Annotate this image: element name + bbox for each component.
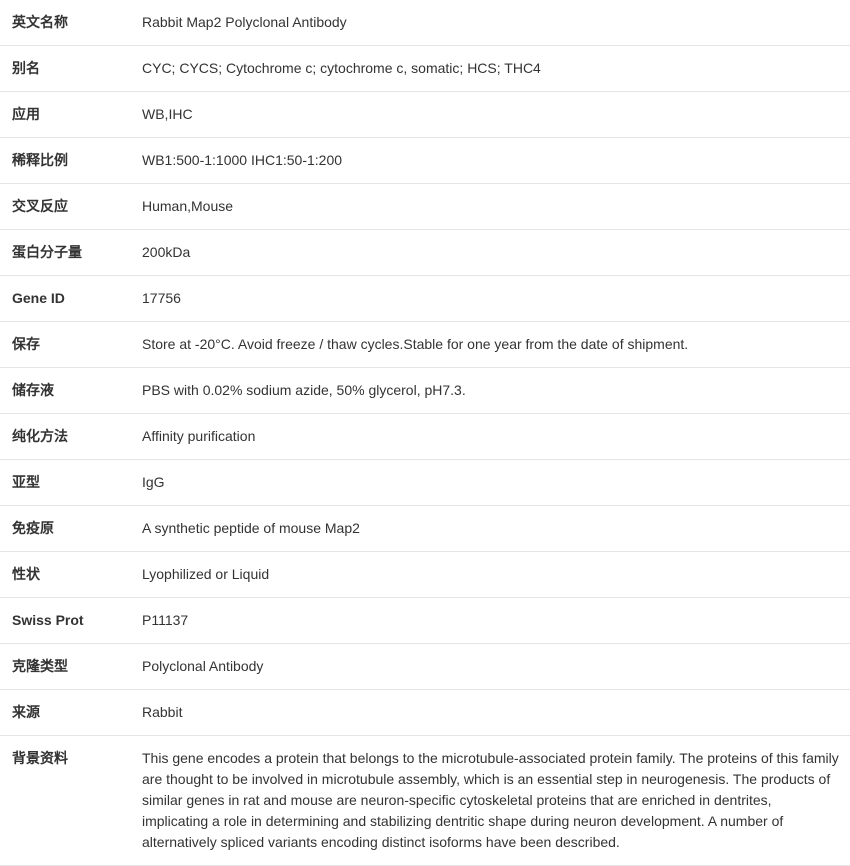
row-label: 英文名称 (0, 0, 130, 46)
row-value: Human,Mouse (130, 184, 850, 230)
row-value: Rabbit Map2 Polyclonal Antibody (130, 0, 850, 46)
row-value: Lyophilized or Liquid (130, 552, 850, 598)
row-value: Store at -20°C. Avoid freeze / thaw cycl… (130, 322, 850, 368)
row-value: WB1:500-1:1000 IHC1:50-1:200 (130, 138, 850, 184)
row-value: Affinity purification (130, 414, 850, 460)
table-row: 别名 CYC; CYCS; Cytochrome c; cytochrome c… (0, 46, 850, 92)
row-label: 免疫原 (0, 506, 130, 552)
table-row: 英文名称 Rabbit Map2 Polyclonal Antibody (0, 0, 850, 46)
row-value: This gene encodes a protein that belongs… (130, 736, 850, 866)
table-row: 来源 Rabbit (0, 690, 850, 736)
table-row: 纯化方法 Affinity purification (0, 414, 850, 460)
row-label: 性状 (0, 552, 130, 598)
row-value: A synthetic peptide of mouse Map2 (130, 506, 850, 552)
table-row: 保存 Store at -20°C. Avoid freeze / thaw c… (0, 322, 850, 368)
row-label: Swiss Prot (0, 598, 130, 644)
table-row: 背景资料 This gene encodes a protein that be… (0, 736, 850, 866)
row-value: Rabbit (130, 690, 850, 736)
row-value: Polyclonal Antibody (130, 644, 850, 690)
row-label: 纯化方法 (0, 414, 130, 460)
row-label: 来源 (0, 690, 130, 736)
table-row: 克隆类型 Polyclonal Antibody (0, 644, 850, 690)
row-label: Gene ID (0, 276, 130, 322)
row-value: CYC; CYCS; Cytochrome c; cytochrome c, s… (130, 46, 850, 92)
spec-table-body: 英文名称 Rabbit Map2 Polyclonal Antibody 别名 … (0, 0, 850, 866)
table-row: 性状 Lyophilized or Liquid (0, 552, 850, 598)
table-row: 亚型 IgG (0, 460, 850, 506)
row-label: 交叉反应 (0, 184, 130, 230)
row-value: 200kDa (130, 230, 850, 276)
row-value: PBS with 0.02% sodium azide, 50% glycero… (130, 368, 850, 414)
row-label: 保存 (0, 322, 130, 368)
table-row: 蛋白分子量 200kDa (0, 230, 850, 276)
product-spec-table: 英文名称 Rabbit Map2 Polyclonal Antibody 别名 … (0, 0, 850, 866)
table-row: Swiss Prot P11137 (0, 598, 850, 644)
row-label: 亚型 (0, 460, 130, 506)
row-label: 稀释比例 (0, 138, 130, 184)
row-value: IgG (130, 460, 850, 506)
row-label: 克隆类型 (0, 644, 130, 690)
row-value: 17756 (130, 276, 850, 322)
row-label: 蛋白分子量 (0, 230, 130, 276)
table-row: Gene ID 17756 (0, 276, 850, 322)
row-value: WB,IHC (130, 92, 850, 138)
table-row: 交叉反应 Human,Mouse (0, 184, 850, 230)
row-label: 储存液 (0, 368, 130, 414)
row-value: P11137 (130, 598, 850, 644)
table-row: 储存液 PBS with 0.02% sodium azide, 50% gly… (0, 368, 850, 414)
row-label: 背景资料 (0, 736, 130, 866)
table-row: 稀释比例 WB1:500-1:1000 IHC1:50-1:200 (0, 138, 850, 184)
table-row: 应用 WB,IHC (0, 92, 850, 138)
row-label: 应用 (0, 92, 130, 138)
table-row: 免疫原 A synthetic peptide of mouse Map2 (0, 506, 850, 552)
row-label: 别名 (0, 46, 130, 92)
